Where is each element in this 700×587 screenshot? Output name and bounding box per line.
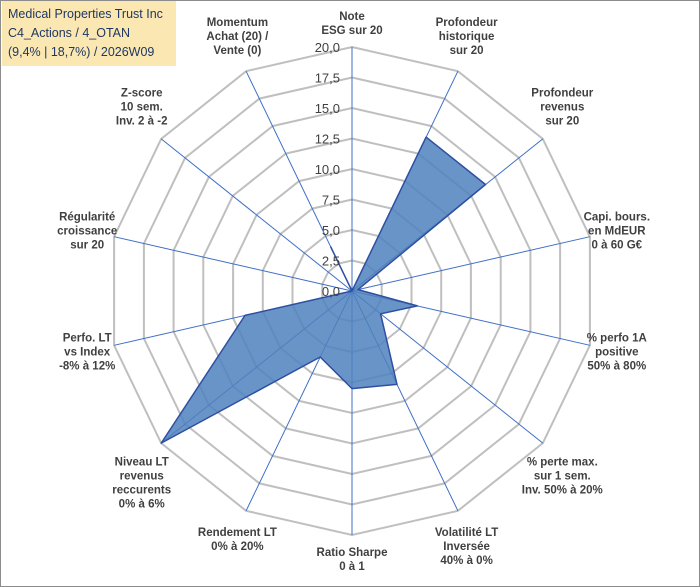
- tick-label: 2,5: [322, 254, 340, 269]
- axis-label: Capi. bours. en MdEUR 0 à 60 G€: [584, 212, 650, 252]
- axis-label: Niveau LT revenus reccurents 0% à 6%: [112, 457, 171, 511]
- axis-label: % perfo 1A positive 50% à 80%: [587, 332, 647, 372]
- axis-label: % perte max. sur 1 sem. Inv. 50% à 20%: [522, 457, 603, 497]
- tick-label: 17,5: [315, 71, 340, 86]
- radial-tick-labels: 0,0 2,5 5,0 7,5 10,0 12,5 15,0 17,5 20,0: [315, 40, 340, 299]
- axis-spoke: [113, 236, 353, 292]
- axis-label: Ratio Sharpe 0 à 1: [317, 547, 388, 573]
- axis-label: Note ESG sur 20: [321, 11, 382, 37]
- axis-labels: Note ESG sur 20 Profondeur historique sur 20…: [57, 11, 650, 573]
- tick-label: 5,0: [322, 223, 340, 238]
- tick-label: 7,5: [322, 193, 340, 208]
- tick-label: 0,0: [322, 284, 340, 299]
- axis-label: Profondeur historique sur 20: [436, 17, 498, 57]
- title-line-company: Medical Properties Trust Inc: [8, 7, 163, 21]
- title-line-category: C4_Actions / 4_OTAN: [8, 26, 131, 40]
- axis-label: Profondeur revenus sur 20: [531, 87, 593, 127]
- axis-label: Rendement LT 0% à 20%: [198, 527, 277, 553]
- axis-label: Momentum Achat (20) / Vente (0): [206, 17, 269, 57]
- axis-label: Perfo. LT vs Index -8% à 12%: [59, 332, 115, 372]
- axis-spoke: [351, 290, 544, 444]
- chart-title-box: Medical Properties Trust Inc C4_Actions …: [2, 1, 176, 66]
- axis-spoke: [160, 138, 353, 292]
- axis-spoke: [351, 236, 591, 292]
- axis-label: Z-score 10 sem. Inv. 2 à -2: [116, 87, 168, 127]
- title-line-stats: (9,4% | 18,7%) / 2026W09: [8, 45, 155, 59]
- tick-label: 15,0: [315, 101, 340, 116]
- tick-label: 10,0: [315, 162, 340, 177]
- series-area: [160, 136, 487, 444]
- axis-label: Volatilité LT Inversée 40% à 0%: [435, 527, 498, 567]
- axis-label: Régularité croissance sur 20: [57, 212, 117, 252]
- radar-series: [160, 136, 487, 444]
- tick-label: 20,0: [315, 40, 340, 55]
- tick-label: 12,5: [315, 132, 340, 147]
